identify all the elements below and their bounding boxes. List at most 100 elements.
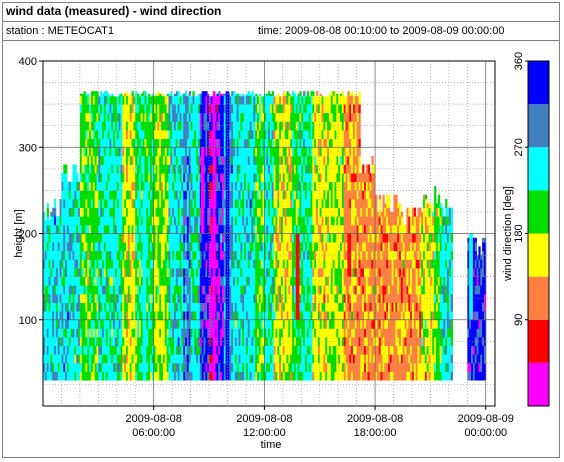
heatmap-cell xyxy=(238,242,241,252)
heatmap-cell xyxy=(46,345,49,355)
heatmap-cell xyxy=(179,207,182,217)
heatmap-cell xyxy=(188,293,191,303)
heatmap-cell xyxy=(312,233,315,243)
heatmap-cell xyxy=(186,276,190,286)
heatmap-cell xyxy=(244,224,247,234)
heatmap-cell xyxy=(105,371,108,381)
heatmap-cell xyxy=(161,104,164,114)
heatmap-cell xyxy=(223,302,227,312)
heatmap-cell xyxy=(264,173,267,183)
heatmap-cell xyxy=(172,147,175,157)
heatmap-cell xyxy=(264,268,267,278)
heatmap-cell xyxy=(251,121,254,131)
heatmap-cell xyxy=(297,104,300,114)
heatmap-cell xyxy=(116,112,120,122)
heatmap-cell xyxy=(61,337,64,347)
heatmap-cell xyxy=(286,147,289,157)
heatmap-cell xyxy=(280,224,284,234)
heatmap-cell xyxy=(159,276,162,286)
heatmap-cell xyxy=(231,181,234,191)
heatmap-cell xyxy=(192,190,195,200)
heatmap-cell xyxy=(194,112,197,122)
heatmap-cell xyxy=(314,173,317,183)
heatmap-cell xyxy=(257,233,260,243)
heatmap-cell xyxy=(177,302,180,312)
heatmap-cell xyxy=(177,242,180,252)
heatmap-cell xyxy=(100,199,103,209)
heatmap-cell xyxy=(161,302,164,312)
heatmap-cell xyxy=(57,311,60,321)
heatmap-cell xyxy=(196,371,199,381)
heatmap-cell xyxy=(290,345,293,355)
heatmap-cell xyxy=(236,216,239,226)
heatmap-cell xyxy=(183,104,186,114)
heatmap-cell xyxy=(81,242,84,252)
heatmap-cell xyxy=(282,104,286,114)
heatmap-cell xyxy=(188,207,191,217)
heatmap-cell xyxy=(269,130,273,140)
heatmap-cell xyxy=(209,285,212,295)
heatmap-cell xyxy=(175,233,179,243)
heatmap-cell xyxy=(258,93,262,96)
heatmap-cell xyxy=(314,164,317,174)
heatmap-cell xyxy=(253,216,256,226)
heatmap-cell xyxy=(105,112,108,122)
heatmap-cell xyxy=(135,173,138,183)
heatmap-cell xyxy=(164,224,167,234)
heatmap-cell xyxy=(79,276,83,286)
heatmap-cell xyxy=(312,190,315,200)
heatmap-cell xyxy=(194,207,197,217)
heatmap-cell xyxy=(323,250,326,260)
heatmap-cell xyxy=(290,285,293,295)
heatmap-cell xyxy=(116,190,120,200)
heatmap-cell xyxy=(54,362,57,372)
heatmap-cell xyxy=(260,138,263,148)
heatmap-cell xyxy=(133,354,136,364)
heatmap-cell xyxy=(159,345,162,355)
heatmap-cell xyxy=(312,155,315,165)
heatmap-cell xyxy=(205,207,208,217)
heatmap-cell xyxy=(48,268,51,278)
heatmap-cell xyxy=(253,121,256,131)
heatmap-cell xyxy=(43,337,46,347)
heatmap-cell xyxy=(277,285,280,295)
heatmap-cell xyxy=(218,242,221,252)
heatmap-cell xyxy=(253,190,256,200)
heatmap-cell xyxy=(166,242,169,252)
heatmap-cell xyxy=(210,311,214,321)
heatmap-cell xyxy=(63,328,66,338)
heatmap-cell xyxy=(138,155,142,165)
heatmap-cell xyxy=(316,362,319,372)
heatmap-cell xyxy=(113,328,116,338)
heatmap-cell xyxy=(244,233,247,243)
heatmap-cell xyxy=(109,96,112,105)
heatmap-cell xyxy=(295,319,298,329)
heatmap-cell xyxy=(282,112,286,122)
heatmap-cell xyxy=(284,293,287,303)
heatmap-cell xyxy=(251,328,254,338)
heatmap-cell xyxy=(273,104,276,114)
heatmap-cell xyxy=(107,276,110,286)
heatmap-cell xyxy=(129,95,132,105)
heatmap-cell xyxy=(96,130,99,140)
heatmap-cell xyxy=(327,362,330,372)
heatmap-cell xyxy=(308,354,311,364)
heatmap-cell xyxy=(153,233,156,243)
heatmap-cell xyxy=(240,259,243,269)
heatmap-cell xyxy=(127,147,131,157)
heatmap-cell xyxy=(92,328,96,338)
heatmap-cell xyxy=(282,91,286,96)
heatmap-cell xyxy=(323,207,326,217)
heatmap-cell xyxy=(129,354,132,364)
heatmap-cell xyxy=(138,276,142,286)
heatmap-cell xyxy=(203,259,206,269)
heatmap-cell xyxy=(209,112,212,122)
heatmap-cell xyxy=(306,354,310,364)
heatmap-cell xyxy=(255,138,258,148)
heatmap-cell xyxy=(234,155,238,165)
heatmap-cell xyxy=(251,268,254,278)
heatmap-cell xyxy=(292,285,295,295)
heatmap-cell xyxy=(54,302,57,312)
heatmap-cell xyxy=(181,138,184,148)
heatmap-cell xyxy=(65,242,68,252)
